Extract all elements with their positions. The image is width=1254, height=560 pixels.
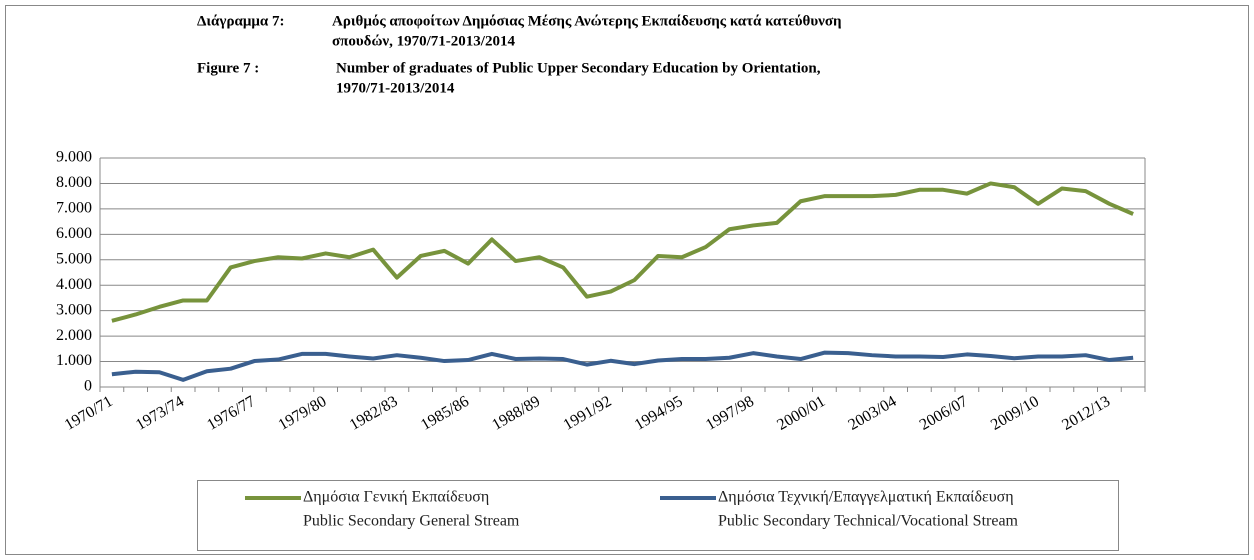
series-line <box>111 181 1134 323</box>
title-line: 1970/71-2013/2014 <box>336 80 455 96</box>
series-line <box>111 350 1134 382</box>
legend-label: Δημόσια Γενική Εκπαίδευση <box>303 489 489 506</box>
y-tick-label: 6.000 <box>56 225 92 242</box>
title-label: Διάγραμμα 7: <box>197 13 284 29</box>
chart-border <box>5 5 1249 555</box>
y-tick-label: 1.000 <box>56 352 92 369</box>
y-tick-label: 8.000 <box>56 174 92 191</box>
legend-label: Public Secondary General Stream <box>303 513 520 530</box>
legend-label: Δημόσια Τεχνική/Επαγγελματική Εκπαίδευση <box>718 489 1014 506</box>
y-tick-label: 5.000 <box>56 250 92 267</box>
title-line: Number of graduates of Public Upper Seco… <box>336 60 821 76</box>
title-line: σπουδών, 1970/71-2013/2014 <box>332 33 515 49</box>
y-tick-label: 2.000 <box>56 327 92 344</box>
title-label: Figure 7 : <box>197 60 259 76</box>
legend-label: Public Secondary Technical/Vocational St… <box>718 513 1019 530</box>
title-line: Αριθμός αποφοίτων Δημόσιας Μέσης Ανώτερη… <box>332 13 842 29</box>
legend-box <box>197 480 1119 551</box>
y-tick-label: 9.000 <box>56 149 92 166</box>
y-tick-label: 0 <box>84 378 92 395</box>
y-tick-label: 7.000 <box>56 200 92 217</box>
y-tick-label: 4.000 <box>56 276 92 293</box>
y-tick-label: 3.000 <box>56 301 92 318</box>
